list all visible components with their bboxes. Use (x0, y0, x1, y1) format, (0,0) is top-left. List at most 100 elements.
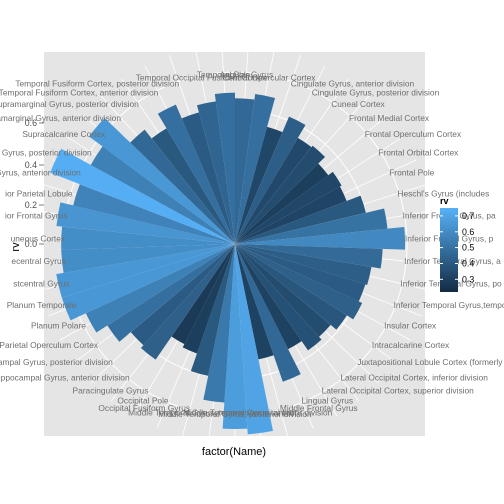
category-label: Central Opercular Cortex (222, 72, 316, 82)
bar (235, 244, 322, 351)
legend-tick-label: 0.5 (462, 243, 474, 253)
category-label: Temporal Occipital Fusiform Cortex (136, 72, 268, 82)
legend: rv 0.7 0.6 0.5 0.4 0.3 (440, 196, 474, 292)
bar (235, 244, 363, 320)
category-label: Planum Temporale (7, 300, 77, 310)
legend-title: rv (440, 196, 449, 206)
category-label: Frontal Orbital Cortex (378, 148, 459, 158)
bar (235, 244, 347, 330)
category-label: Temporal Pole (197, 69, 251, 79)
category-label: Lateral Occipital Cortex, inferior divis… (340, 372, 488, 382)
bar (90, 146, 235, 244)
category-label: Frontal Pole (389, 167, 434, 177)
category-label: uneous Cortex (11, 233, 66, 243)
bar (235, 244, 372, 285)
bar (157, 104, 235, 244)
legend-tick-label: 0.7 (462, 211, 474, 221)
category-label: Parietal Operculum Cortex (0, 340, 99, 350)
x-axis-title: factor(Name) (202, 446, 266, 458)
category-label: Middle Temporal Gyrus, temporooccipital … (128, 408, 297, 418)
legend-ticks: 0.7 0.6 0.5 0.4 0.3 (440, 211, 474, 284)
bar (235, 244, 302, 350)
bar (73, 184, 236, 244)
y-tick-label: 0.0 (25, 239, 37, 249)
category-label: ior Frontal Gyrus (5, 211, 67, 221)
bar (235, 186, 347, 244)
y-axis-title: rv (10, 242, 22, 252)
bars (50, 92, 406, 435)
bar (235, 244, 273, 435)
bar (214, 92, 235, 244)
bar (222, 244, 248, 430)
bar (61, 226, 236, 250)
y-tick-label: 0.6 (25, 118, 37, 128)
legend-colorbar (440, 208, 458, 292)
bar (203, 244, 235, 403)
category-label: stcentral Gyrus (13, 278, 69, 288)
category-label: Cuneal Cortex (331, 99, 385, 109)
bar (56, 244, 235, 298)
y-tick-label: 0.2 (25, 200, 37, 210)
category-label: ecentral Gyrus (11, 256, 65, 266)
bar (235, 126, 283, 244)
category-label: Lingual Gyrus (301, 396, 353, 406)
category-label: Temporal Fusiform Cortex, posterior divi… (15, 78, 179, 88)
category-label: Parahippocampal Gyrus, anterior division (0, 372, 130, 382)
bar (171, 244, 235, 345)
bar (182, 244, 235, 354)
legend-tick-label: 0.4 (462, 259, 474, 269)
category-label: Frontal Medial Cortex (349, 113, 430, 123)
bar (235, 244, 274, 360)
category-label: Heschl's Gyrus (includes (397, 189, 489, 199)
bar (61, 244, 235, 273)
category-label: Planum Polare (31, 321, 86, 331)
bar (235, 208, 388, 244)
y-tick-label: 0.4 (25, 160, 37, 170)
category-label: Inferior Temporal Gyrus,tempo (394, 300, 504, 310)
category-label: Temporal Fusiform Cortex, anterior divis… (0, 87, 159, 97)
category-label: Supramarginal Gyrus, posterior division (0, 99, 139, 109)
category-label: Paracingulate Gyrus (73, 385, 149, 395)
category-label: Middle Temporal Gyrus, posterior divisio… (158, 409, 312, 419)
bar (190, 244, 235, 376)
bar (235, 98, 255, 245)
category-label: Cingulate Gyrus, posterior division (312, 87, 440, 97)
bar (235, 145, 326, 244)
bar (140, 244, 235, 360)
category-label: emporal Gyrus, posterior division (0, 148, 92, 158)
legend-tick-label: 0.6 (462, 227, 474, 237)
category-label: Angular Gyrus (220, 69, 274, 79)
bar (235, 116, 306, 244)
bar (151, 128, 235, 244)
y-axis: 0.0 0.2 0.4 0.6 rv (10, 118, 44, 252)
bar (235, 171, 342, 244)
bar (235, 244, 366, 302)
bar (130, 129, 235, 244)
bar (235, 244, 331, 337)
category-label: Insular Cortex (384, 321, 437, 331)
bar (181, 112, 235, 245)
category-label: Lateral Occipital Cortex, superior divis… (322, 385, 475, 395)
bar (235, 244, 301, 382)
bar (85, 244, 235, 333)
bar (235, 195, 366, 244)
category-label: Supracalcarine Cortex (22, 129, 106, 139)
category-label: Middle Frontal Gyrus (280, 403, 358, 413)
category-label: Occipital Pole (117, 396, 169, 406)
bar (235, 163, 329, 244)
bar (196, 101, 235, 244)
category-label: Parahippocampal Gyrus, posterior divisio… (0, 357, 113, 367)
category-label: Occipital Fusiform Gyrus (98, 403, 190, 413)
category-label: upramarginal Gyrus, anterior division (0, 113, 121, 123)
legend-tick-label: 0.3 (462, 274, 474, 284)
bar (235, 226, 406, 250)
bar (235, 93, 275, 244)
category-label: ior Parietal Lobule (5, 189, 73, 199)
bar (61, 244, 235, 321)
category-label: Frontal Operculum Cortex (365, 129, 462, 139)
bar (235, 137, 312, 244)
bar (50, 148, 235, 244)
category-label: Cingulate Gyrus, anterior division (291, 78, 415, 88)
bar (130, 244, 235, 346)
